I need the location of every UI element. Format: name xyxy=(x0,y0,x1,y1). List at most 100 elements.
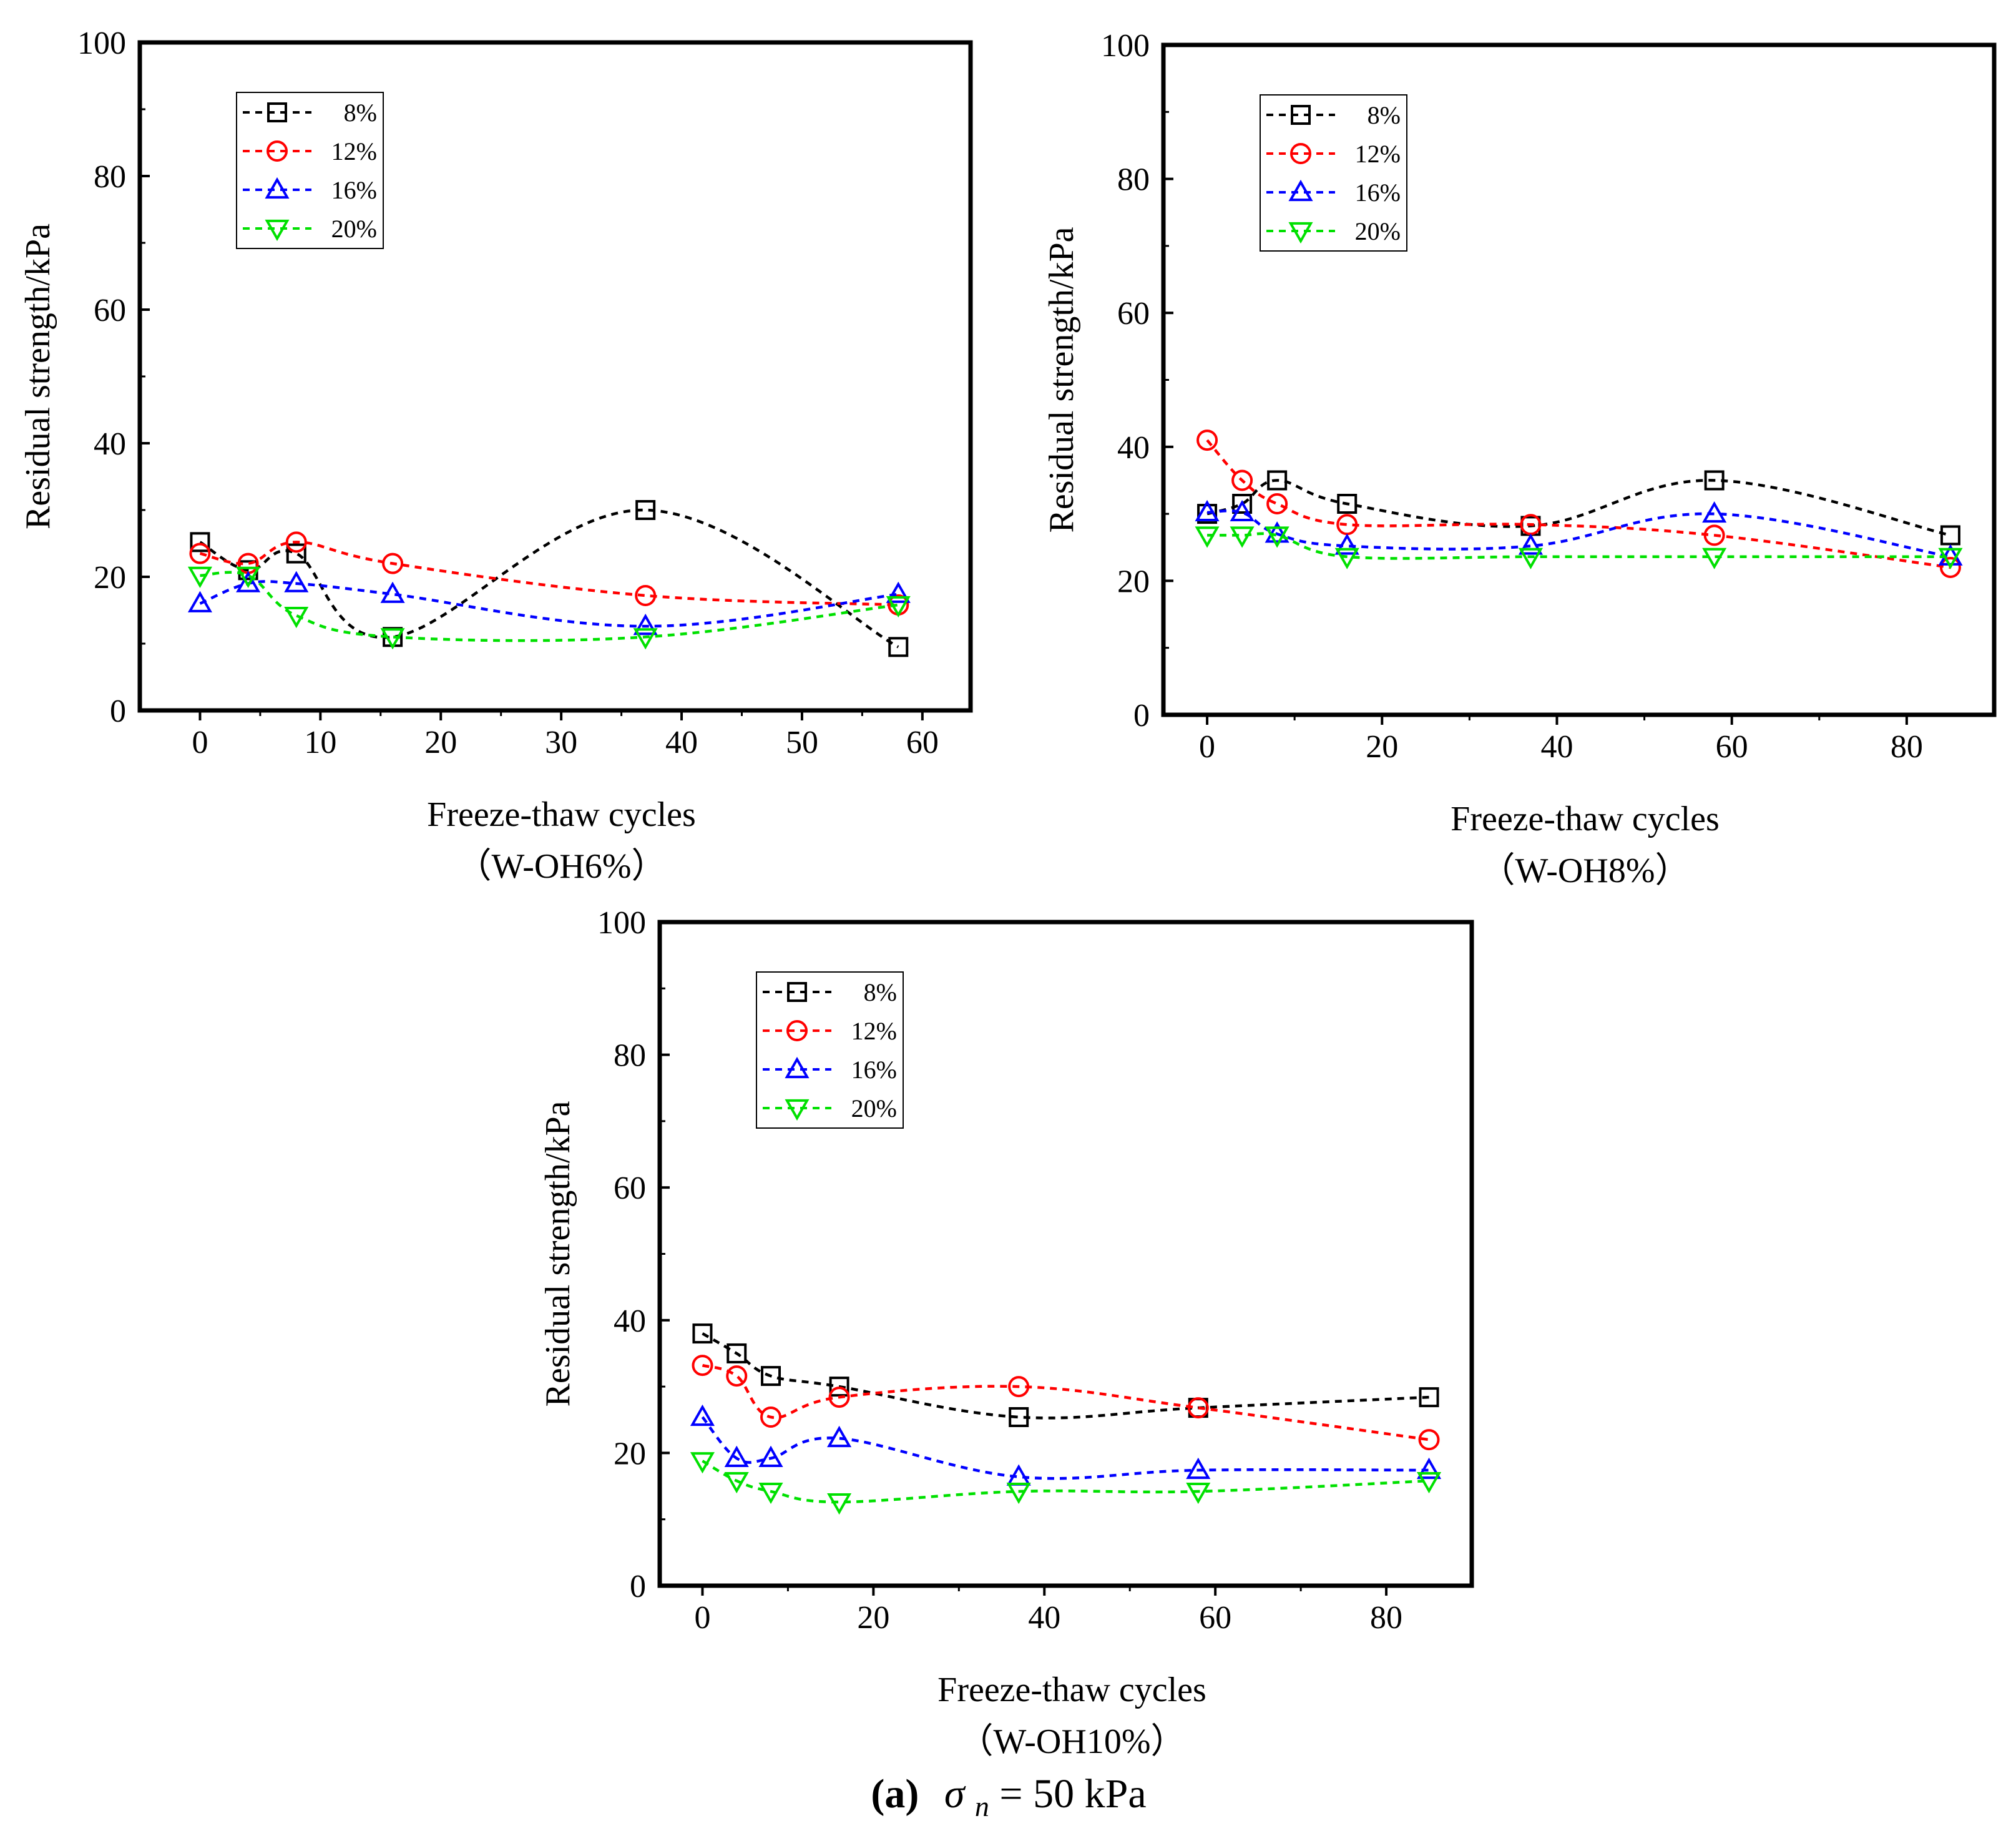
data-point-20pct xyxy=(1702,547,1727,569)
x-tick-label: 20 xyxy=(1366,729,1398,765)
y-tick-label: 100 xyxy=(1101,28,1150,64)
data-point-20pct xyxy=(1416,1471,1442,1494)
data-point-8pct xyxy=(1197,504,1218,524)
chart-w-oh10: 0 20 40 60 80 100 0 20 40 60 80 8% 12% 16% 20% Freeze-t… xyxy=(539,905,1474,1761)
data-point-16pct xyxy=(236,571,261,592)
series-line-12pct xyxy=(199,541,899,607)
y-tick-label: 20 xyxy=(94,560,126,596)
series-line-16pct xyxy=(701,1416,1429,1480)
legend-entry: 16% xyxy=(851,1056,897,1084)
y-tick-label: 60 xyxy=(1117,296,1150,331)
legend-box xyxy=(1260,94,1407,252)
data-point-16pct xyxy=(1265,521,1289,543)
y-tick-label: 0 xyxy=(110,694,126,729)
y-axis-label: Residual strength/kPa xyxy=(539,1101,577,1407)
data-point-12pct xyxy=(1266,493,1288,515)
x-tick-label: 80 xyxy=(1370,1600,1402,1636)
y-tick-label: 40 xyxy=(94,426,126,462)
legend-marker xyxy=(1288,179,1313,202)
legend-marker xyxy=(265,219,290,242)
legend-marker xyxy=(785,1099,810,1121)
data-point-20pct xyxy=(380,628,405,650)
y-axis-label: Residual strength/kPa xyxy=(19,223,57,529)
x-tick-label: 60 xyxy=(1716,729,1748,765)
data-point-16pct xyxy=(1416,1457,1442,1480)
data-point-8pct xyxy=(1232,494,1253,514)
y-tick-label: 0 xyxy=(630,1569,646,1604)
y-tick-label: 0 xyxy=(1133,698,1150,734)
y-tick-label: 20 xyxy=(1117,564,1150,599)
plot-frame xyxy=(1161,42,1997,717)
y-tick-label: 60 xyxy=(94,293,126,328)
x-tick-label: 40 xyxy=(665,725,698,760)
x-tick-label: 0 xyxy=(192,725,208,760)
data-point-8pct xyxy=(1267,470,1288,491)
data-point-12pct xyxy=(1196,430,1218,451)
data-point-8pct xyxy=(829,1377,849,1397)
y-tick-label: 80 xyxy=(94,159,126,195)
legend-entry: 20% xyxy=(331,215,377,243)
caption-label: (a) xyxy=(871,1771,919,1817)
y-tick-label: 40 xyxy=(1117,430,1150,466)
legend-marker xyxy=(1288,222,1313,244)
data-point-12pct xyxy=(828,1387,850,1408)
data-point-20pct xyxy=(827,1493,852,1515)
y-tick-label: 20 xyxy=(614,1436,646,1471)
legend-entry: 20% xyxy=(851,1094,897,1122)
y-axis-label: Residual strength/kPa xyxy=(1042,227,1081,533)
data-point-20pct xyxy=(1518,547,1543,569)
legend-marker xyxy=(1290,143,1311,164)
data-point-12pct xyxy=(692,1355,713,1377)
y-tick-label: 40 xyxy=(614,1303,646,1339)
data-point-20pct xyxy=(1006,1482,1031,1505)
legend-entry: 12% xyxy=(331,137,377,165)
data-point-16pct xyxy=(380,581,405,603)
data-point-16pct xyxy=(284,571,309,592)
data-point-8pct xyxy=(1940,525,1960,546)
legend-marker xyxy=(1291,105,1311,125)
data-point-12pct xyxy=(1187,1397,1209,1419)
x-tick-label: 0 xyxy=(694,1600,710,1636)
x-tick-label: 40 xyxy=(1028,1600,1060,1636)
data-point-8pct xyxy=(286,543,306,564)
data-point-8pct xyxy=(1704,470,1725,491)
data-point-8pct xyxy=(1337,494,1358,514)
series-line-12pct xyxy=(702,1363,1429,1441)
data-point-16pct xyxy=(1334,533,1359,555)
legend-entry: 16% xyxy=(331,176,377,204)
data-point-20pct xyxy=(1334,547,1359,569)
series-line-8pct xyxy=(1206,479,1951,537)
chart-w-oh6: 0 20 40 60 80 100 0 10 20 30 40 50 60 8% 12% 16% 20% Free… xyxy=(19,26,973,886)
caption-sigma: σ xyxy=(944,1771,966,1817)
chart-subtitle: （W-OH8%） xyxy=(1480,852,1690,890)
x-axis-label: Freeze-thaw cycles xyxy=(937,1671,1206,1709)
data-point-20pct xyxy=(1186,1482,1211,1505)
chart-w-oh8: 0 20 40 60 80 100 0 20 40 60 80 8% 12% 16% 20% Freeze-t… xyxy=(1042,28,1997,890)
data-point-16pct xyxy=(758,1445,783,1467)
plot-frame xyxy=(657,920,1474,1588)
data-point-12pct xyxy=(760,1406,782,1428)
y-tick-label: 80 xyxy=(1117,162,1150,198)
data-point-8pct xyxy=(1419,1387,1439,1408)
data-point-12pct xyxy=(1703,524,1725,546)
caption-rest: = 50 kPa xyxy=(999,1771,1146,1817)
legend-box xyxy=(756,971,904,1129)
y-tick-label: 80 xyxy=(614,1038,646,1074)
data-point-16pct xyxy=(633,614,658,636)
legend-marker xyxy=(267,102,287,122)
y-tick-label: 60 xyxy=(614,1171,646,1206)
series-line-16pct xyxy=(199,580,899,628)
legend-entry: 8% xyxy=(1368,101,1401,129)
data-point-8pct xyxy=(888,637,909,657)
data-point-8pct xyxy=(635,500,656,520)
series-line-20pct xyxy=(200,571,899,642)
figure-caption: (a) σ n = 50 kPa xyxy=(871,1771,1146,1825)
data-point-16pct xyxy=(187,591,212,612)
data-point-20pct xyxy=(1265,526,1289,548)
x-tick-label: 20 xyxy=(424,725,457,760)
x-tick-label: 80 xyxy=(1891,729,1923,765)
caption-sub: n xyxy=(975,1790,989,1822)
data-point-20pct xyxy=(1938,547,1963,569)
x-tick-label: 20 xyxy=(857,1600,889,1636)
legend-marker xyxy=(787,982,807,1002)
